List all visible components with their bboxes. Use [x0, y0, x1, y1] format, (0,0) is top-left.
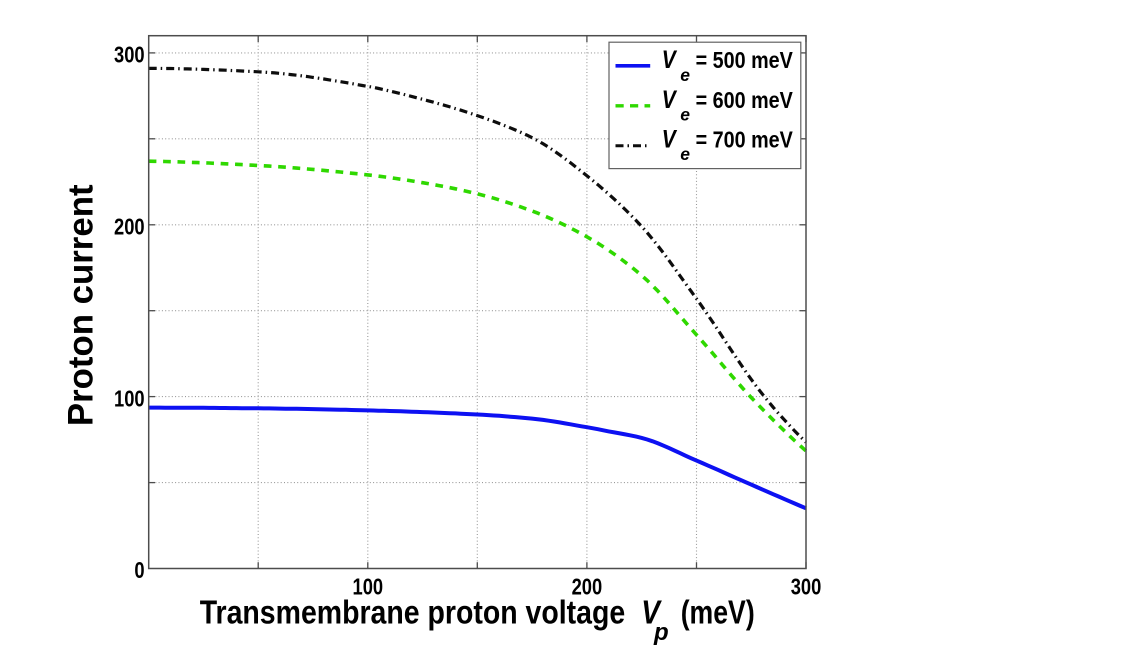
svg-text:100: 100 — [353, 573, 384, 599]
svg-text:p: p — [653, 619, 669, 646]
svg-text:300: 300 — [791, 573, 822, 599]
svg-text:0: 0 — [134, 557, 144, 583]
svg-text:e: e — [680, 65, 690, 85]
svg-text:V: V — [641, 593, 662, 630]
svg-text:= 700 meV: = 700 meV — [696, 127, 794, 153]
svg-text:Proton current: Proton current — [61, 184, 101, 426]
svg-text:V: V — [662, 46, 678, 74]
svg-text:e: e — [680, 144, 690, 164]
svg-text:200: 200 — [114, 213, 145, 239]
svg-text:V: V — [662, 86, 678, 114]
svg-text:e: e — [680, 105, 690, 125]
svg-text:100: 100 — [114, 385, 145, 411]
svg-text:(meV): (meV) — [681, 593, 755, 630]
svg-text:300: 300 — [114, 42, 145, 68]
svg-text:Transmembrane proton voltage: Transmembrane proton voltage — [200, 593, 626, 630]
svg-text:200: 200 — [572, 573, 603, 599]
svg-text:= 600 meV: = 600 meV — [696, 87, 794, 113]
svg-text:V: V — [662, 126, 678, 154]
svg-text:= 500 meV: = 500 meV — [696, 47, 794, 73]
